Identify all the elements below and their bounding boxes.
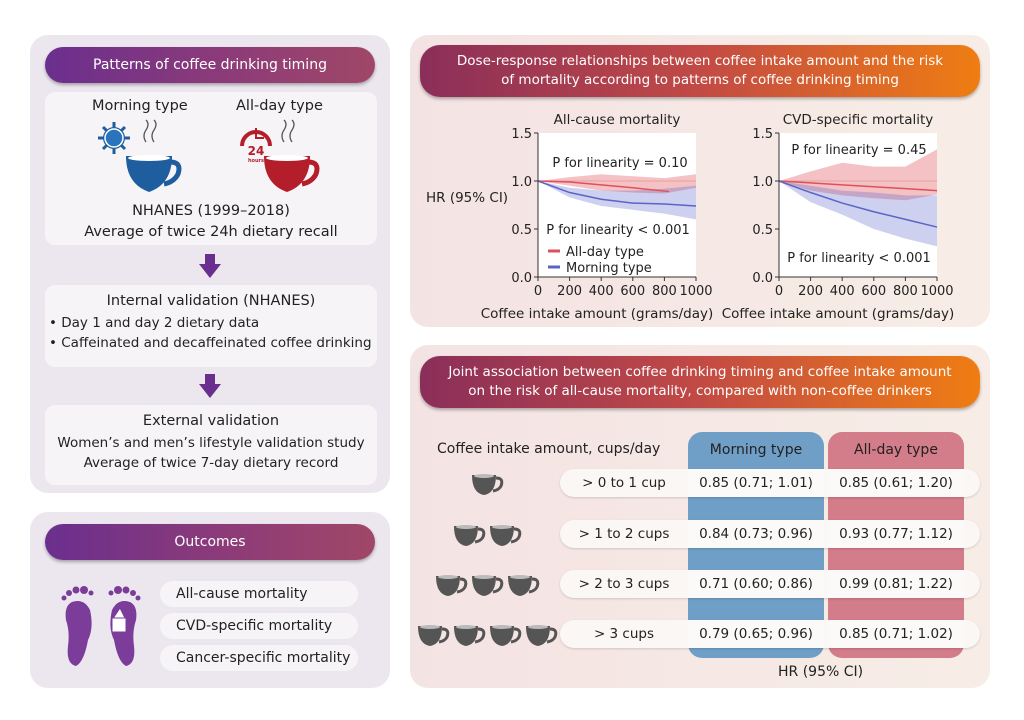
- morning-hr: 0.84 (0.73; 0.96): [688, 520, 824, 548]
- x-tick-label: 400: [589, 284, 614, 299]
- y-tick-label: 0.5: [752, 223, 773, 238]
- table-row: [560, 469, 980, 497]
- joint-title: Joint association between coffee drinkin…: [420, 356, 980, 408]
- allday-hr: 0.85 (0.71; 1.02): [828, 620, 964, 648]
- internal-validation-box: Internal validation (NHANES) • Day 1 and…: [45, 285, 377, 367]
- p-linearity-annotation: P for linearity < 0.001: [546, 223, 690, 238]
- arrow-down-icon: [199, 374, 221, 398]
- dose-title-line: of mortality according to patterns of co…: [501, 72, 899, 88]
- chart-title: All-cause mortality: [554, 112, 681, 128]
- morning-type-label: Morning type: [92, 98, 188, 114]
- dietary-recall: Average of twice 24h dietary recall: [84, 224, 338, 240]
- table-row: [560, 570, 980, 598]
- dose-response-title: Dose-response relationships between coff…: [420, 45, 980, 97]
- x-tick-label: 800: [893, 284, 918, 299]
- coffee-cups-icon: [454, 525, 522, 546]
- timing-title: Patterns of coffee drinking timing: [45, 47, 375, 83]
- external-title: External validation: [142, 413, 280, 429]
- ci-band: [779, 181, 937, 247]
- x-axis-label: Coffee intake amount (grams/day): [722, 306, 955, 322]
- p-linearity-annotation: P for linearity < 0.001: [787, 251, 931, 266]
- x-tick-label: 1000: [920, 284, 953, 299]
- row-label: > 0 to 1 cup: [582, 475, 666, 491]
- x-tick-label: 0: [775, 284, 783, 299]
- table-row: [560, 520, 980, 548]
- cups-header: Coffee intake amount, cups/day: [437, 441, 661, 457]
- sun-icon: [98, 122, 130, 154]
- dose-title-line: Dose-response relationships between coff…: [456, 53, 944, 70]
- legend-label: Morning type: [566, 261, 652, 276]
- table-row: [560, 620, 980, 648]
- legend-label: All-day type: [566, 245, 644, 260]
- y-tick-label: 1.5: [752, 127, 773, 142]
- chart-title: CVD-specific mortality: [783, 112, 934, 128]
- internal-item: • Day 1 and day 2 dietary data: [49, 314, 260, 331]
- y-tick-label: 1.0: [511, 175, 532, 190]
- morning-hr: 0.71 (0.60; 0.86): [688, 570, 824, 598]
- svg-text:24: 24: [248, 144, 265, 158]
- row-label: > 3 cups: [593, 626, 655, 642]
- timing-types-box: [45, 92, 377, 245]
- external-line: Average of twice 7-day dietary record: [83, 455, 339, 471]
- series-line: [778, 180, 938, 192]
- y-tick-label: 1.0: [752, 175, 773, 190]
- morning-hr: 0.79 (0.65; 0.96): [688, 620, 824, 648]
- coffee-cups-icon: [436, 575, 540, 596]
- x-tick-label: 600: [861, 284, 886, 299]
- internal-title: Internal validation (NHANES): [106, 293, 316, 309]
- allday-header: All-day type: [854, 442, 938, 458]
- x-tick-label: 800: [652, 284, 677, 299]
- coffee-cups-icon: [418, 625, 558, 646]
- hr-axis-label: HR (95% CI): [426, 190, 509, 206]
- x-tick-label: 0: [534, 284, 542, 299]
- y-tick-label: 0.0: [752, 271, 773, 286]
- x-tick-label: 600: [620, 284, 645, 299]
- joint-title-line: Joint association between coffee drinkin…: [448, 364, 952, 381]
- x-tick-label: 200: [798, 284, 823, 299]
- arrow-down-icon: [199, 254, 221, 278]
- outcome-cancer: Cancer-specific mortality: [160, 645, 358, 671]
- allday-type-label: All-day type: [236, 98, 323, 114]
- allday-hr: 0.85 (0.61; 1.20): [828, 469, 964, 497]
- allday-hr: 0.93 (0.77; 1.12): [828, 520, 964, 548]
- nhanes-source: NHANES (1999–2018): [132, 203, 290, 219]
- y-tick-label: 0.5: [511, 223, 532, 238]
- ci-band: [538, 174, 696, 194]
- series-line: [537, 180, 697, 207]
- series-line: [778, 180, 938, 228]
- allday-hr: 0.99 (0.81; 1.22): [828, 570, 964, 598]
- morning-cup-icon: [98, 119, 182, 192]
- x-axis-label: Coffee intake amount (grams/day): [481, 306, 714, 322]
- x-tick-label: 1000: [679, 284, 712, 299]
- external-validation-box: External validation Women’s and men’s li…: [45, 405, 377, 485]
- morning-hr: 0.85 (0.71; 1.01): [688, 469, 824, 497]
- x-tick-label: 400: [830, 284, 855, 299]
- svg-text:hours: hours: [248, 158, 264, 164]
- plot-area: [779, 133, 937, 277]
- row-label: > 2 to 3 cups: [578, 576, 670, 592]
- y-tick-label: 1.5: [511, 127, 532, 142]
- joint-title-line: on the risk of all-cause mortality, comp…: [468, 383, 932, 399]
- morning-header: Morning type: [709, 442, 803, 458]
- outcome-all-cause: All-cause mortality: [160, 581, 358, 607]
- outcome-cvd: CVD-specific mortality: [160, 613, 358, 639]
- x-tick-label: 200: [557, 284, 582, 299]
- external-line: Women’s and men’s lifestyle validation s…: [57, 434, 365, 451]
- y-tick-label: 0.0: [511, 271, 532, 286]
- series-line: [537, 180, 670, 193]
- outcomes-title: Outcomes: [45, 524, 375, 560]
- joint-hr-label: HR (95% CI): [778, 664, 864, 680]
- coffee-cups-icon: [472, 474, 504, 495]
- p-linearity-annotation: P for linearity = 0.45: [791, 143, 926, 158]
- p-linearity-annotation: P for linearity = 0.10: [552, 156, 687, 171]
- row-label: > 1 to 2 cups: [578, 526, 670, 542]
- feet-toe-tag-icon: [61, 586, 141, 666]
- internal-item: • Caffeinated and decaffeinated coffee d…: [49, 335, 372, 351]
